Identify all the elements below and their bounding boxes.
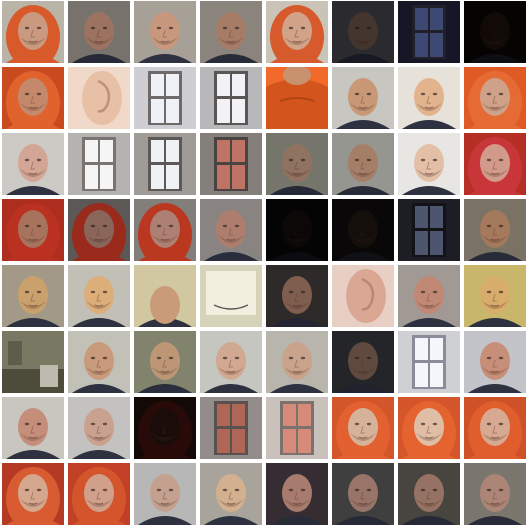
photo-thumbnail-face bbox=[200, 331, 262, 393]
photo-thumbnail-face bbox=[266, 199, 328, 261]
photo-thumbnail-face bbox=[68, 1, 130, 63]
photo-thumbnail-face bbox=[464, 265, 526, 327]
photo-thumbnail-face bbox=[398, 265, 460, 327]
photo-thumbnail-hoodie bbox=[266, 67, 328, 129]
photo-thumbnail-face bbox=[2, 199, 64, 261]
photo-thumbnail-face bbox=[200, 463, 262, 525]
photo-thumbnail-face bbox=[2, 1, 64, 63]
photo-thumbnail-window bbox=[200, 397, 262, 459]
photo-thumbnail-face bbox=[398, 67, 460, 129]
photo-thumbnail-face bbox=[464, 1, 526, 63]
photo-thumbnail-window bbox=[200, 133, 262, 195]
photo-thumbnail-face bbox=[2, 463, 64, 525]
photo-thumbnail-face bbox=[2, 397, 64, 459]
photo-thumbnail-face bbox=[464, 67, 526, 129]
photo-thumbnail-room bbox=[2, 331, 64, 393]
photo-thumbnail-face bbox=[332, 397, 394, 459]
photo-thumbnail-face bbox=[332, 331, 394, 393]
photo-thumbnail-ear bbox=[68, 67, 130, 129]
photo-thumbnail-face bbox=[134, 397, 196, 459]
photo-thumbnail-face bbox=[2, 133, 64, 195]
photo-thumbnail-window bbox=[134, 67, 196, 129]
photo-thumbnail-face bbox=[266, 133, 328, 195]
photo-thumbnail-face bbox=[464, 331, 526, 393]
photo-thumbnail-face bbox=[398, 463, 460, 525]
photo-thumbnail-face bbox=[200, 199, 262, 261]
photo-thumbnail-face bbox=[2, 265, 64, 327]
photo-thumbnail-face bbox=[464, 397, 526, 459]
photo-thumbnail-face bbox=[266, 331, 328, 393]
photo-thumbnail-face bbox=[68, 463, 130, 525]
photo-thumbnail-face bbox=[266, 1, 328, 63]
photo-thumbnail-window bbox=[134, 133, 196, 195]
photo-thumbnail-board bbox=[200, 265, 262, 327]
photo-thumbnail-window bbox=[68, 133, 130, 195]
photo-thumbnail-window bbox=[266, 397, 328, 459]
photo-thumbnail-face bbox=[134, 463, 196, 525]
photo-thumbnail-face bbox=[464, 133, 526, 195]
photo-thumbnail-head bbox=[134, 265, 196, 327]
photo-thumbnail-face bbox=[68, 199, 130, 261]
photo-thumbnail-face bbox=[398, 397, 460, 459]
photo-thumbnail-window bbox=[398, 199, 460, 261]
photo-thumbnail-face bbox=[134, 1, 196, 63]
photo-thumbnail-face bbox=[68, 397, 130, 459]
photo-thumbnail-face bbox=[2, 67, 64, 129]
photo-thumbnail-window bbox=[200, 67, 262, 129]
photo-thumbnail-window bbox=[398, 331, 460, 393]
photo-thumbnail-face bbox=[134, 331, 196, 393]
photo-thumbnail-face bbox=[200, 1, 262, 63]
photo-thumbnail-ear bbox=[332, 265, 394, 327]
photo-thumbnail-face bbox=[464, 199, 526, 261]
photo-thumbnail-face bbox=[464, 463, 526, 525]
photo-thumbnail-face bbox=[332, 199, 394, 261]
photo-thumbnail-face bbox=[398, 133, 460, 195]
photo-thumbnail-window bbox=[398, 1, 460, 63]
photo-thumbnail-face bbox=[332, 133, 394, 195]
photo-thumbnail-face bbox=[68, 265, 130, 327]
photo-thumbnail-face bbox=[332, 1, 394, 63]
photo-thumbnail-face bbox=[134, 199, 196, 261]
photo-thumbnail-face bbox=[332, 463, 394, 525]
photo-thumbnail-face bbox=[266, 265, 328, 327]
photo-thumbnail-face bbox=[68, 331, 130, 393]
photo-thumbnail-face bbox=[266, 463, 328, 525]
photo-thumbnail-face bbox=[332, 67, 394, 129]
